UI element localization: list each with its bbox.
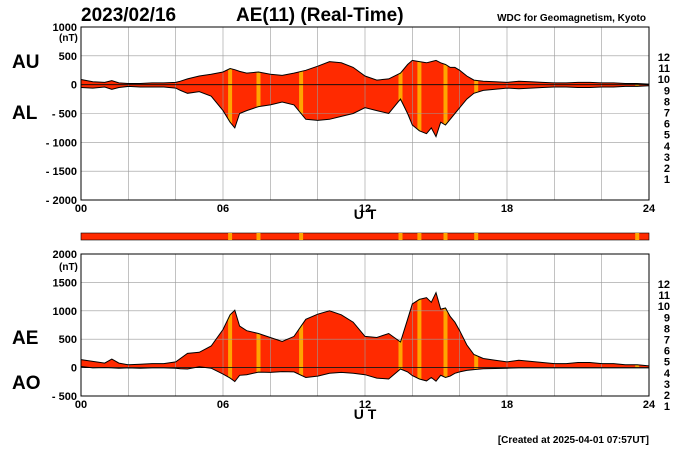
au-al-scale-4: 4 — [664, 141, 671, 153]
au-al-y-tick-1: 500 — [59, 51, 77, 63]
au-al-series-line-al — [80, 85, 650, 138]
au-al-y-tick-3: - 500 — [52, 109, 77, 121]
ae-ao-x-axis-label: U T — [354, 406, 377, 422]
au-al-scale-6: 6 — [664, 119, 670, 131]
created-timestamp: [Created at 2025-04-01 07:57UT] — [498, 435, 649, 446]
au-al-scale-8: 8 — [664, 96, 670, 108]
activity-strip-mark-5 — [443, 233, 448, 240]
au-al-scale-2: 2 — [664, 163, 670, 175]
au-al-scale-7: 7 — [664, 108, 670, 120]
ae-ao-scale-3: 3 — [664, 379, 670, 391]
au-al-y-tick-6: - 2000 — [46, 195, 77, 207]
ae-ao-y-tick-2: 1000 — [53, 306, 77, 318]
activity-strip-mark-7 — [635, 233, 640, 240]
au-al-y-tick-4: - 1000 — [46, 137, 77, 149]
ae-ao-x-tick-0: 00 — [75, 399, 87, 411]
au-al-series-line-au — [80, 59, 650, 85]
ae-ao-stripe-3 — [398, 292, 403, 382]
ae-ao-y-tick-3: 500 — [59, 334, 77, 346]
au-al-scale-1: 1 — [664, 174, 670, 186]
au-al-stripe-2 — [299, 60, 304, 137]
ae-ao-x-tick-labels: 00 06 12 18 24 — [75, 399, 656, 411]
au-al-scale-11: 11 — [658, 63, 670, 75]
ae-ao-scale-1: 1 — [664, 401, 670, 413]
ae-ao-unit-label: (nT) — [59, 262, 78, 273]
au-al-y-tick-5: - 1500 — [46, 166, 77, 178]
au-al-stripe-0 — [228, 60, 233, 137]
au-al-scale-9: 9 — [664, 85, 670, 97]
au-al-x-tick-0: 00 — [75, 203, 87, 215]
au-al-x-tick-4: 24 — [643, 203, 656, 215]
ae-ao-curves — [80, 291, 650, 383]
ae-ao-stripe-1 — [256, 292, 261, 382]
ae-ao-y-tick-0: 2000 — [53, 249, 77, 261]
ae-ao-scale-8: 8 — [664, 323, 670, 335]
ae-ao-x-tick-2: 12 — [359, 399, 371, 411]
activity-strip-mark-2 — [299, 233, 304, 240]
ae-ao-y-tick-5: - 500 — [52, 391, 77, 403]
ae-ao-y-tick-4: 0 — [71, 363, 77, 375]
ao-label: AO — [12, 373, 41, 394]
au-al-scale-3: 3 — [664, 152, 670, 164]
au-al-scale-12: 12 — [658, 52, 670, 64]
au-al-x-axis-label: U T — [354, 206, 377, 222]
plot-title: AE(11) (Real-Time) — [236, 5, 404, 26]
au-al-x-tick-2: 12 — [359, 203, 371, 215]
ae-ao-x-tick-3: 18 — [501, 399, 513, 411]
au-al-plot-frame — [80, 26, 650, 201]
credit-text: WDC for Geomagnetism, Kyoto — [497, 13, 646, 24]
ae-ao-y-tick-labels: 2000 1500 1000 500 0 - 500 — [52, 249, 77, 403]
ae-ao-x-tick-1: 06 — [217, 399, 229, 411]
ae-ao-scale-5: 5 — [664, 357, 670, 369]
au-al-y-tick-0: 1000 — [53, 22, 77, 34]
au-al-scale-5: 5 — [664, 130, 670, 142]
au-al-stripe-1 — [256, 60, 261, 137]
ae-ao-series-line-ao — [80, 366, 649, 383]
ae-ao-stripe-6 — [474, 292, 479, 382]
au-al-stripe-5 — [443, 60, 448, 137]
ae-ao-scale-12: 12 — [658, 279, 670, 291]
au-label: AU — [12, 52, 39, 73]
activity-strip-bar — [80, 232, 650, 241]
plot-date: 2023/02/16 — [81, 5, 176, 26]
al-label: AL — [12, 103, 38, 124]
ae-ao-scale-11: 11 — [658, 290, 670, 302]
au-al-grid — [80, 26, 650, 201]
ae-ao-stripe-7 — [635, 292, 640, 382]
ae-ao-stripe-4 — [417, 292, 422, 382]
activity-strip-mark-4 — [417, 233, 422, 240]
au-al-stripe-4 — [417, 60, 422, 137]
au-al-curves — [80, 59, 650, 138]
au-al-unit-label: (nT) — [59, 33, 78, 44]
ae-ao-stripe-0 — [228, 292, 233, 382]
activity-strip-mark-1 — [256, 233, 261, 240]
au-al-scale-10: 10 — [658, 74, 670, 86]
ae-ao-series-line-ae — [80, 291, 650, 367]
au-al-x-tick-3: 18 — [501, 203, 513, 215]
au-al-y-tick-labels: 1000 500 0 - 500 - 1000 - 1500 - 2000 — [46, 22, 77, 207]
ae-ao-scale-2: 2 — [664, 390, 670, 402]
ae-ao-y-tick-1: 1500 — [53, 277, 77, 289]
ae-ao-scale-7: 7 — [664, 335, 670, 347]
au-al-x-tick-labels: 00 06 12 18 24 — [75, 203, 656, 215]
activity-strip-mark-3 — [398, 233, 403, 240]
ae-ao-scale-4: 4 — [664, 368, 671, 380]
ae-ao-plot-frame — [80, 253, 650, 397]
activity-strip-mark-0 — [228, 233, 233, 240]
activity-strip-mark-6 — [474, 233, 479, 240]
ae-ao-stripe-2 — [299, 292, 304, 382]
ae-ao-scale-9: 9 — [664, 312, 670, 324]
ae-ao-x-tick-4: 24 — [643, 399, 656, 411]
au-al-y-tick-2: 0 — [71, 80, 77, 92]
ae-ao-scale-10: 10 — [658, 301, 670, 313]
activity-strip — [80, 232, 650, 241]
au-al-x-tick-1: 06 — [217, 203, 229, 215]
ae-label: AE — [12, 328, 38, 349]
ae-ao-scale-6: 6 — [664, 346, 670, 358]
ae-ao-stripe-5 — [443, 292, 448, 382]
